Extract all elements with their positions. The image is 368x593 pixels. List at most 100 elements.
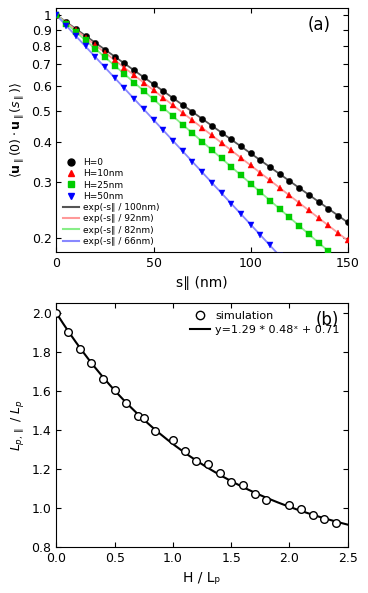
exp(-s∥ / 92nm) [237,154,242,161]
Legend: H=0, H=10nm, H=25nm, H=50nm, exp(-s∥ / 100nm), exp(-s∥ / 92nm), exp(-s∥ / 82nm),: H=0, H=10nm, H=25nm, H=50nm, exp(-s∥ / 1… [61,156,161,248]
H=0 [307,191,311,198]
H=50nm [161,127,166,134]
H=25nm [200,138,204,145]
H=10nm [287,192,292,199]
exp(-s∥ / 82nm) [89,42,94,49]
H=0 [54,11,59,18]
H=0 [219,129,224,136]
H=10nm [316,215,321,222]
exp(-s∥ / 66nm) [346,326,350,333]
H=25nm [346,264,350,272]
exp(-s∥ / 82nm) [149,94,153,101]
H=50nm [297,273,301,280]
H=25nm [64,20,68,27]
H=50nm [277,253,282,260]
H=50nm [287,263,292,270]
Line: exp(-s∥ / 82nm): exp(-s∥ / 82nm) [56,15,348,268]
H=10nm [84,34,88,41]
H=50nm [93,53,98,60]
H=0 [64,18,68,25]
exp(-s∥ / 92nm) [170,101,174,108]
exp(-s∥ / 92nm) [266,176,270,183]
H=25nm [219,155,224,162]
H=0 [346,219,350,226]
H=10nm [54,11,59,18]
H=0 [132,67,137,74]
H=50nm [307,284,311,291]
X-axis label: s∥ (nm): s∥ (nm) [176,276,228,289]
H=10nm [132,72,137,79]
exp(-s∥ / 100nm) [266,162,270,170]
H=25nm [180,121,185,128]
H=25nm [93,45,98,52]
exp(-s∥ / 82nm) [346,264,350,272]
H=0 [258,157,262,164]
Y-axis label: $L_{p,\parallel}\ /\ L_p$: $L_{p,\parallel}\ /\ L_p$ [9,400,26,451]
H=25nm [171,113,175,120]
H=50nm [142,106,146,113]
H=10nm [142,79,146,86]
H=0 [190,109,195,116]
H=50nm [171,137,175,144]
H=25nm [336,256,340,263]
H=10nm [74,27,78,34]
H=10nm [248,162,253,169]
H=50nm [239,211,243,218]
exp(-s∥ / 100nm) [170,94,174,101]
Line: exp(-s∥ / 100nm): exp(-s∥ / 100nm) [56,15,348,222]
H=50nm [268,242,272,249]
exp(-s∥ / 82nm) [237,171,242,178]
H=10nm [229,146,233,154]
H=0 [297,184,301,192]
H=50nm [346,326,350,333]
H=0 [93,39,98,46]
Line: H=10nm: H=10nm [53,12,351,244]
H=25nm [161,104,166,111]
H=25nm [210,146,214,154]
H=0 [248,150,253,157]
H=10nm [93,42,98,49]
exp(-s∥ / 66nm) [237,209,242,216]
H=25nm [151,96,156,103]
Line: H=25nm: H=25nm [53,12,351,271]
H=50nm [326,305,330,312]
H=25nm [316,239,321,246]
Line: exp(-s∥ / 66nm): exp(-s∥ / 66nm) [56,15,348,329]
H=25nm [248,180,253,187]
H=50nm [113,74,117,81]
H=25nm [239,172,243,179]
H=0 [210,122,214,129]
Line: exp(-s∥ / 92nm): exp(-s∥ / 92nm) [56,15,348,241]
exp(-s∥ / 92nm) [89,39,94,46]
H=10nm [219,139,224,146]
H=0 [151,81,156,88]
H=0 [142,74,146,81]
exp(-s∥ / 100nm) [265,161,269,168]
H=50nm [64,22,68,29]
exp(-s∥ / 100nm) [89,36,94,43]
exp(-s∥ / 82nm) [265,194,269,201]
H=50nm [229,200,233,207]
Legend: simulation, y=1.29 * 0.48ˣ + 0.71: simulation, y=1.29 * 0.48ˣ + 0.71 [188,309,342,337]
H=10nm [122,64,127,71]
H=50nm [248,221,253,228]
exp(-s∥ / 92nm) [346,237,350,244]
H=25nm [277,205,282,212]
H=10nm [113,56,117,63]
H=25nm [103,54,107,61]
H=25nm [287,214,292,221]
Text: (a): (a) [307,15,330,34]
H=0 [161,88,166,95]
H=10nm [103,49,107,56]
H=0 [171,94,175,101]
H=50nm [316,294,321,301]
exp(-s∥ / 100nm) [54,11,59,18]
H=10nm [297,199,301,206]
H=0 [268,164,272,171]
H=50nm [219,190,224,197]
Line: H=0: H=0 [53,12,351,225]
H=10nm [277,184,282,192]
H=10nm [239,154,243,161]
H=0 [200,115,204,122]
H=0 [326,205,330,212]
